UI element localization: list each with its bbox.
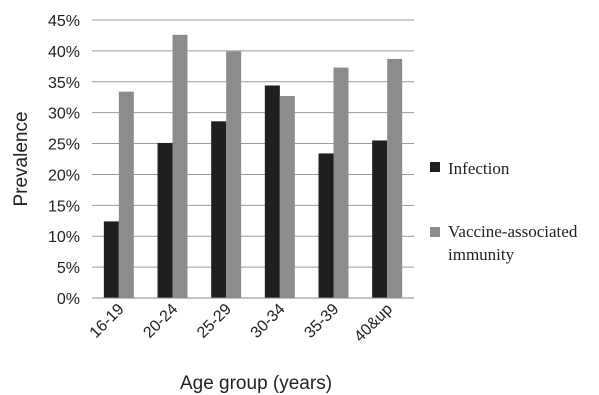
y-tick-label: 30% [48,106,80,123]
y-tick-label: 35% [48,75,80,92]
y-axis-title: Prevalence [11,111,32,206]
x-tick-label: 20-24 [140,301,181,342]
x-tick-label: 16-19 [87,301,128,342]
legend-label-infection: Infection [448,159,510,178]
bars [103,34,403,299]
y-tick-label: 5% [57,260,80,277]
legend-label-vaccine-line1: Vaccine-associated [448,222,578,241]
bar-infection-20-24 [157,142,173,298]
y-tick-label: 20% [48,167,80,184]
x-tick-labels: 16-19 20-24 25-29 30-34 35-39 40&up [87,301,396,346]
bar-infection-30-34 [264,85,280,299]
x-tick-label: 35-39 [301,301,342,342]
y-tick-label: 25% [48,137,80,154]
legend-swatch-infection [430,162,440,172]
bar-infection-16-19 [103,221,119,298]
bar-infection-40&up [372,140,388,298]
bar-vaccine-immunity-16-19 [118,91,134,298]
y-tick-label: 45% [48,13,80,30]
x-tick-label: 30-34 [248,301,289,342]
bar-vaccine-immunity-30-34 [279,95,295,298]
bar-vaccine-immunity-35-39 [333,67,349,299]
x-axis-title: Age group (years) [180,373,332,394]
y-tick-label: 0% [57,291,80,308]
legend-swatch-vaccine [430,227,440,237]
legend-label-vaccine-line2: immunity [448,245,515,264]
y-tick-labels: 0% 5% 10% 15% 20% 25% 30% 35% 40% 45% [48,13,80,308]
y-tick-label: 10% [48,229,80,246]
bar-vaccine-immunity-40&up [387,58,403,298]
legend: Infection Vaccine-associated immunity [430,159,578,264]
gridlines [92,19,414,268]
bar-infection-35-39 [318,153,334,298]
y-tick-label: 15% [48,198,80,215]
x-tick-label: 40&up [351,301,396,346]
bar-vaccine-immunity-25-29 [226,51,242,298]
bar-infection-25-29 [211,121,227,298]
y-tick-label: 40% [48,44,80,61]
x-tick-label: 25-29 [194,301,235,342]
bar-vaccine-immunity-20-24 [172,34,188,299]
